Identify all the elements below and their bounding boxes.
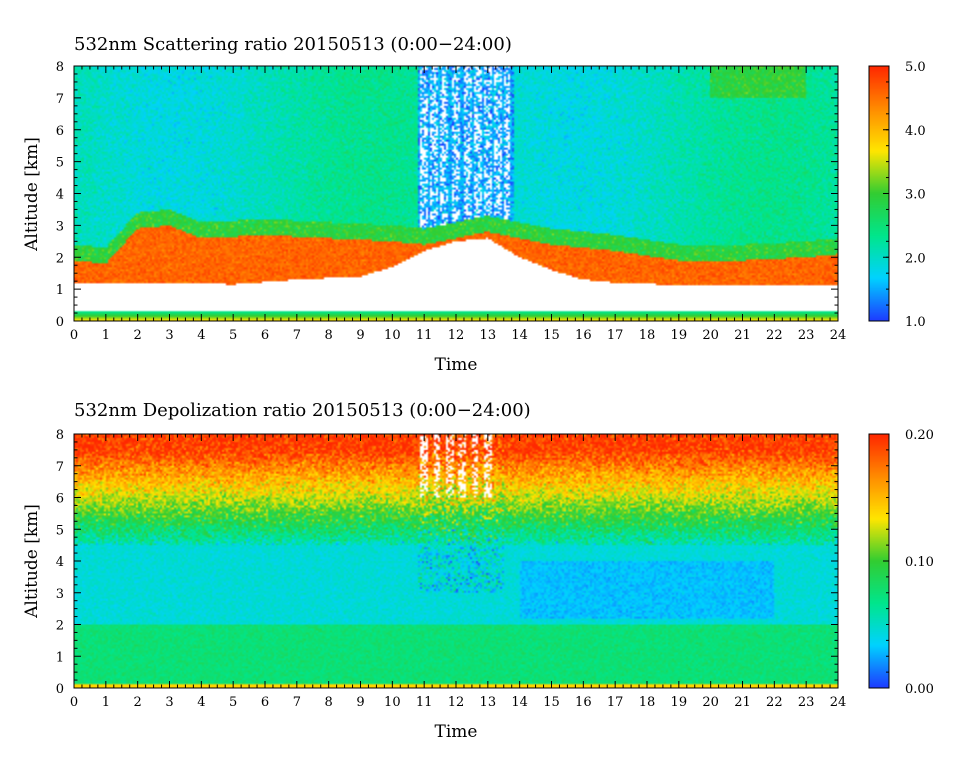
depolarization-xlabel: Time <box>435 722 478 742</box>
y-tick-label: 0 <box>56 682 64 697</box>
x-tick-label: 19 <box>671 695 688 710</box>
depolarization-heatmap-image <box>74 434 838 688</box>
y-tick-label: 8 <box>56 60 64 75</box>
depolarization-colorbar-gradient <box>869 434 889 688</box>
x-tick-label: 16 <box>575 328 592 343</box>
y-tick-label: 5 <box>56 156 64 171</box>
x-tick-label: 7 <box>293 695 301 710</box>
x-tick-label: 11 <box>416 695 433 710</box>
x-tick-label: 22 <box>766 328 783 343</box>
x-tick-label: 24 <box>830 695 847 710</box>
y-tick-label: 2 <box>56 251 64 266</box>
scattering-colorbar: 5.0 4.0 3.0 2.0 1.0 <box>868 60 926 330</box>
x-tick-label: 24 <box>830 328 847 343</box>
depolarization-ratio-panel: 532nm Depolization ratio 20150513 (0:00−… <box>22 400 934 742</box>
x-tick-label: 12 <box>448 695 465 710</box>
x-tick-label: 3 <box>165 695 173 710</box>
y-tick-label: 8 <box>56 428 64 443</box>
y-tick-label: 6 <box>56 492 64 507</box>
x-tick-label: 9 <box>356 328 364 343</box>
x-tick-label: 4 <box>197 695 205 710</box>
x-tick-label: 14 <box>511 695 528 710</box>
depolarization-y-axis: 0 1 2 3 4 5 6 7 8 <box>56 428 838 697</box>
scattering-xlabel: Time <box>435 355 478 375</box>
scattering-ylabel: Altitude [km] <box>22 137 42 252</box>
depolarization-ylabel: Altitude [km] <box>22 504 42 619</box>
x-tick-label: 7 <box>293 328 301 343</box>
x-tick-label: 10 <box>384 695 401 710</box>
scattering-ratio-panel: 532nm Scattering ratio 20150513 (0:00−24… <box>22 34 926 375</box>
colorbar-tick-label: 2.0 <box>905 251 926 266</box>
y-tick-label: 7 <box>56 460 64 475</box>
x-tick-label: 13 <box>480 695 497 710</box>
x-tick-label: 18 <box>639 695 656 710</box>
x-tick-label: 1 <box>102 695 110 710</box>
x-tick-label: 22 <box>766 695 783 710</box>
y-tick-label: 4 <box>56 188 64 203</box>
y-tick-label: 1 <box>56 283 64 298</box>
x-tick-label: 1 <box>102 328 110 343</box>
depolarization-x-axis: 0 1 2 3 4 5 6 7 8 9 10 11 12 13 14 15 16 17 18 19 20 21 22 23 24 <box>70 434 846 710</box>
depolarization-heatmap <box>74 434 838 688</box>
x-tick-label: 2 <box>134 328 142 343</box>
x-tick-label: 6 <box>261 695 269 710</box>
x-tick-label: 12 <box>448 328 465 343</box>
x-tick-label: 20 <box>702 695 719 710</box>
x-tick-label: 15 <box>543 695 560 710</box>
y-tick-label: 3 <box>56 587 64 602</box>
x-tick-label: 4 <box>197 328 205 343</box>
y-tick-label: 1 <box>56 650 64 665</box>
x-tick-label: 9 <box>356 695 364 710</box>
y-tick-label: 5 <box>56 523 64 538</box>
x-tick-label: 13 <box>480 328 497 343</box>
y-tick-label: 0 <box>56 315 64 330</box>
scattering-colorbar-ticks: 5.0 4.0 3.0 2.0 1.0 <box>883 60 926 330</box>
x-tick-label: 15 <box>543 328 560 343</box>
scattering-title: 532nm Scattering ratio 20150513 (0:00−24… <box>74 34 512 55</box>
x-tick-label: 21 <box>734 695 751 710</box>
colorbar-tick-label: 5.0 <box>905 60 926 75</box>
x-tick-label: 5 <box>229 695 237 710</box>
y-tick-label: 4 <box>56 555 64 570</box>
y-tick-label: 6 <box>56 124 64 139</box>
x-tick-label: 10 <box>384 328 401 343</box>
x-tick-label: 8 <box>325 328 333 343</box>
x-tick-label: 17 <box>607 328 624 343</box>
colorbar-tick-label: 1.0 <box>905 315 926 330</box>
x-tick-label: 2 <box>134 695 142 710</box>
depolarization-colorbar: 0.20 0.10 0.00 <box>868 428 934 697</box>
y-tick-label: 2 <box>56 619 64 634</box>
depolarization-colorbar-ticks: 0.20 0.10 0.00 <box>883 428 934 697</box>
colorbar-tick-label: 3.0 <box>905 188 926 203</box>
scattering-y-axis: 0 1 2 3 4 5 6 7 8 <box>56 60 838 330</box>
x-tick-label: 19 <box>671 328 688 343</box>
colorbar-tick-label: 4.0 <box>905 124 926 139</box>
x-tick-label: 16 <box>575 695 592 710</box>
x-tick-label: 0 <box>70 695 78 710</box>
x-tick-label: 5 <box>229 328 237 343</box>
depolarization-title: 532nm Depolization ratio 20150513 (0:00−… <box>74 400 531 421</box>
x-tick-label: 14 <box>511 328 528 343</box>
scattering-heatmap-image <box>74 66 838 321</box>
y-tick-label: 3 <box>56 219 64 234</box>
x-tick-label: 8 <box>325 695 333 710</box>
x-tick-label: 21 <box>734 328 751 343</box>
x-tick-label: 18 <box>639 328 656 343</box>
scattering-heatmap <box>74 66 838 321</box>
x-tick-label: 11 <box>416 328 433 343</box>
x-tick-label: 20 <box>702 328 719 343</box>
x-tick-label: 17 <box>607 695 624 710</box>
x-tick-label: 23 <box>798 328 815 343</box>
colorbar-tick-label: 0.00 <box>905 682 934 697</box>
colorbar-tick-label: 0.10 <box>905 555 934 570</box>
x-tick-label: 6 <box>261 328 269 343</box>
scattering-x-axis: 0 1 2 3 4 5 6 7 8 9 10 11 12 13 14 15 16 17 18 19 20 21 22 23 24 <box>70 66 846 343</box>
colorbar-tick-label: 0.20 <box>905 428 934 443</box>
y-tick-label: 7 <box>56 92 64 107</box>
x-tick-label: 3 <box>165 328 173 343</box>
x-tick-label: 0 <box>70 328 78 343</box>
x-tick-label: 23 <box>798 695 815 710</box>
